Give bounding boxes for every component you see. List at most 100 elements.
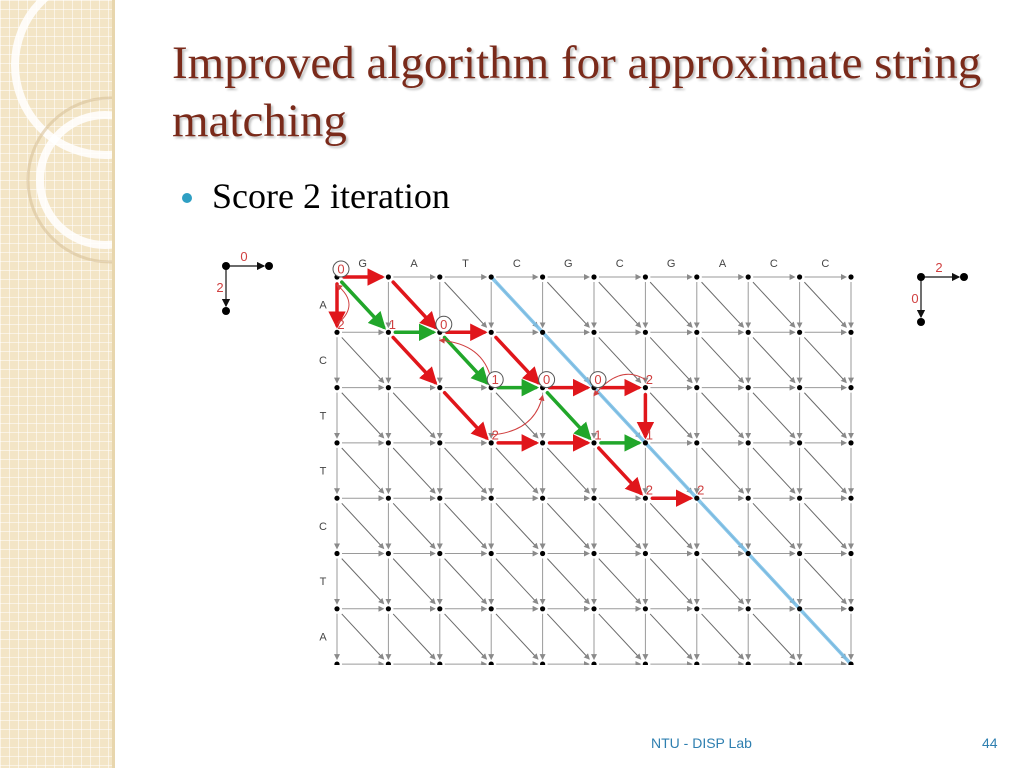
loop-arrows bbox=[336, 284, 646, 436]
diagonal-band-line bbox=[489, 275, 853, 665]
grid-node bbox=[540, 661, 546, 665]
legend-left-bottom-node bbox=[222, 307, 230, 315]
column-letter: G bbox=[667, 258, 676, 270]
bullet-dot-icon bbox=[182, 193, 192, 203]
grid-node bbox=[745, 274, 751, 280]
column-letter: C bbox=[821, 258, 829, 270]
node-score-label: 0 bbox=[337, 262, 344, 277]
grid-node bbox=[797, 329, 803, 335]
diagonal-edge bbox=[444, 558, 488, 605]
node-score-label: 2 bbox=[646, 483, 653, 498]
diagonal-edge bbox=[546, 447, 590, 494]
grid-node bbox=[437, 661, 443, 665]
circled-node-marker bbox=[332, 260, 350, 278]
grid-node bbox=[848, 385, 854, 391]
diagonal-edge bbox=[444, 502, 488, 550]
grid-node bbox=[437, 606, 443, 612]
diagonal-edge bbox=[752, 281, 796, 328]
loop-arrow bbox=[491, 394, 545, 436]
circled-node-marker bbox=[486, 371, 504, 389]
green-edge bbox=[340, 280, 387, 330]
diagonal-edge bbox=[444, 447, 488, 494]
diagonal-edge bbox=[649, 558, 693, 605]
node-score-label: 2 bbox=[646, 372, 653, 387]
diagonal-edge bbox=[546, 558, 590, 605]
column-letter: C bbox=[616, 258, 624, 270]
diagonal-edge bbox=[752, 613, 796, 660]
diagonal-edge bbox=[392, 447, 436, 494]
diagonal-edge bbox=[598, 613, 642, 660]
diagonal-edge bbox=[392, 613, 436, 660]
grid-node bbox=[540, 495, 546, 501]
green-edge bbox=[545, 390, 592, 441]
grid-node bbox=[745, 550, 751, 557]
diagonal-edge bbox=[392, 558, 436, 605]
grid-node bbox=[334, 661, 340, 665]
grid-node bbox=[642, 495, 648, 501]
legend-left-end-node bbox=[265, 262, 273, 270]
grid-node bbox=[437, 274, 443, 280]
grid-node bbox=[642, 274, 648, 280]
grid-node bbox=[694, 606, 700, 612]
diagonal-edge bbox=[598, 281, 642, 328]
red-edge bbox=[391, 280, 438, 330]
node-score-label: 1 bbox=[492, 372, 499, 387]
diagonal-edge bbox=[341, 392, 385, 439]
column-letter: C bbox=[513, 258, 521, 270]
diagonal-edge bbox=[649, 281, 693, 328]
row-letter: A bbox=[319, 300, 327, 312]
sequence-letters: G A T C G C G A C C A C T T C T A bbox=[319, 258, 829, 643]
circled-node-marker bbox=[538, 371, 556, 389]
footer-lab-name: NTU - DISP Lab bbox=[651, 735, 752, 751]
grid-node bbox=[745, 385, 751, 391]
grid-node bbox=[385, 329, 391, 335]
grid-node bbox=[694, 274, 700, 280]
sidebar-edge bbox=[112, 0, 115, 768]
grid-node bbox=[797, 274, 803, 280]
grid-node bbox=[694, 385, 700, 391]
grid-node bbox=[385, 661, 391, 665]
diagonal-edge bbox=[649, 502, 693, 550]
legend-right-vertical-label: 0 bbox=[911, 291, 918, 306]
red-edge bbox=[494, 335, 541, 386]
column-letter: A bbox=[719, 258, 727, 270]
grid-node bbox=[694, 495, 700, 501]
alignment-graph: G A T C G C G A C C A C T T C T A 0 2 1 0 1 0 0 2 2 1 1 2 2 0 2 2 0 bbox=[216, 249, 968, 665]
grid-node bbox=[334, 385, 340, 391]
diagonal-edge bbox=[752, 502, 796, 550]
grid-node bbox=[540, 606, 546, 612]
diagonal-edge bbox=[341, 502, 385, 550]
diagonal-edge bbox=[649, 613, 693, 660]
grid-node bbox=[642, 329, 648, 335]
diagonal-edge bbox=[444, 281, 488, 328]
red-edge bbox=[597, 446, 644, 496]
grid-node bbox=[694, 661, 700, 665]
red-edge bbox=[442, 390, 489, 441]
column-letter: T bbox=[462, 258, 469, 270]
diagonal-edge bbox=[803, 502, 847, 550]
edge-weight-legends: 0 2 2 0 bbox=[216, 249, 968, 326]
grid-node bbox=[488, 550, 494, 557]
grid-node bbox=[591, 329, 597, 335]
decorative-circles bbox=[11, 0, 112, 264]
diagonal-band bbox=[489, 275, 853, 665]
column-letter: G bbox=[358, 258, 367, 270]
grid-node bbox=[540, 440, 546, 446]
node-score-label: 2 bbox=[697, 483, 704, 498]
node-score-label: 2 bbox=[492, 427, 499, 442]
grid-node bbox=[745, 661, 751, 665]
diagonal-edge bbox=[495, 392, 539, 439]
grid-node bbox=[745, 495, 751, 501]
diagonal-edge bbox=[803, 558, 847, 605]
grid-node bbox=[848, 606, 854, 612]
grid-node bbox=[848, 274, 854, 280]
grid-node bbox=[437, 495, 443, 501]
diagonal-edge bbox=[803, 337, 847, 384]
grid-node bbox=[488, 661, 494, 665]
diagonal-edge bbox=[598, 558, 642, 605]
grid-node bbox=[694, 329, 700, 335]
row-letter: C bbox=[319, 521, 327, 533]
row-letter: C bbox=[319, 355, 327, 367]
grid-edges bbox=[334, 274, 854, 665]
grid-node bbox=[591, 274, 597, 280]
